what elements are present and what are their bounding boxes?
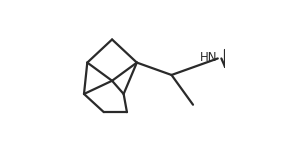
Text: HN: HN: [200, 51, 217, 64]
